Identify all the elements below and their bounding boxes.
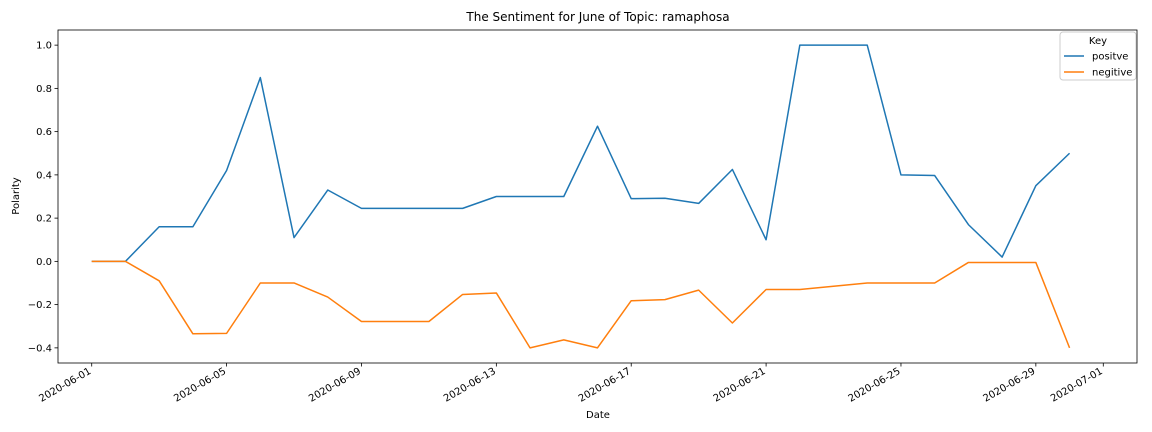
legend-box bbox=[1059, 31, 1137, 81]
chart-title: The Sentiment for June of Topic: ramapho… bbox=[465, 10, 729, 24]
y-tick-label: 0.8 bbox=[36, 84, 52, 95]
legend-entry-negitive: negitive bbox=[1092, 68, 1132, 79]
y-tick-label: 0.2 bbox=[36, 214, 52, 225]
y-axis: −0.4 −0.2 0.0 0.2 0.4 0.6 0.8 1.0 bbox=[28, 41, 58, 354]
legend: Key positve negitive bbox=[1059, 31, 1137, 81]
y-tick-label: −0.2 bbox=[28, 300, 52, 311]
y-tick-label: 0.6 bbox=[36, 127, 52, 138]
y-tick-label: 0.0 bbox=[36, 257, 52, 268]
y-tick-label: 0.4 bbox=[36, 170, 52, 181]
x-axis-label: Date bbox=[586, 410, 610, 421]
y-tick-label: −0.4 bbox=[28, 343, 52, 354]
legend-entry-positve: positve bbox=[1092, 52, 1128, 63]
legend-title: Key bbox=[1089, 36, 1107, 47]
series-line-negitive bbox=[91, 260, 1071, 349]
series-line-positve bbox=[91, 44, 1071, 263]
y-tick-label: 1.0 bbox=[36, 41, 52, 52]
y-axis-label: Polarity bbox=[11, 177, 22, 215]
axes-frame bbox=[57, 29, 1138, 364]
plot-area bbox=[57, 29, 1138, 364]
